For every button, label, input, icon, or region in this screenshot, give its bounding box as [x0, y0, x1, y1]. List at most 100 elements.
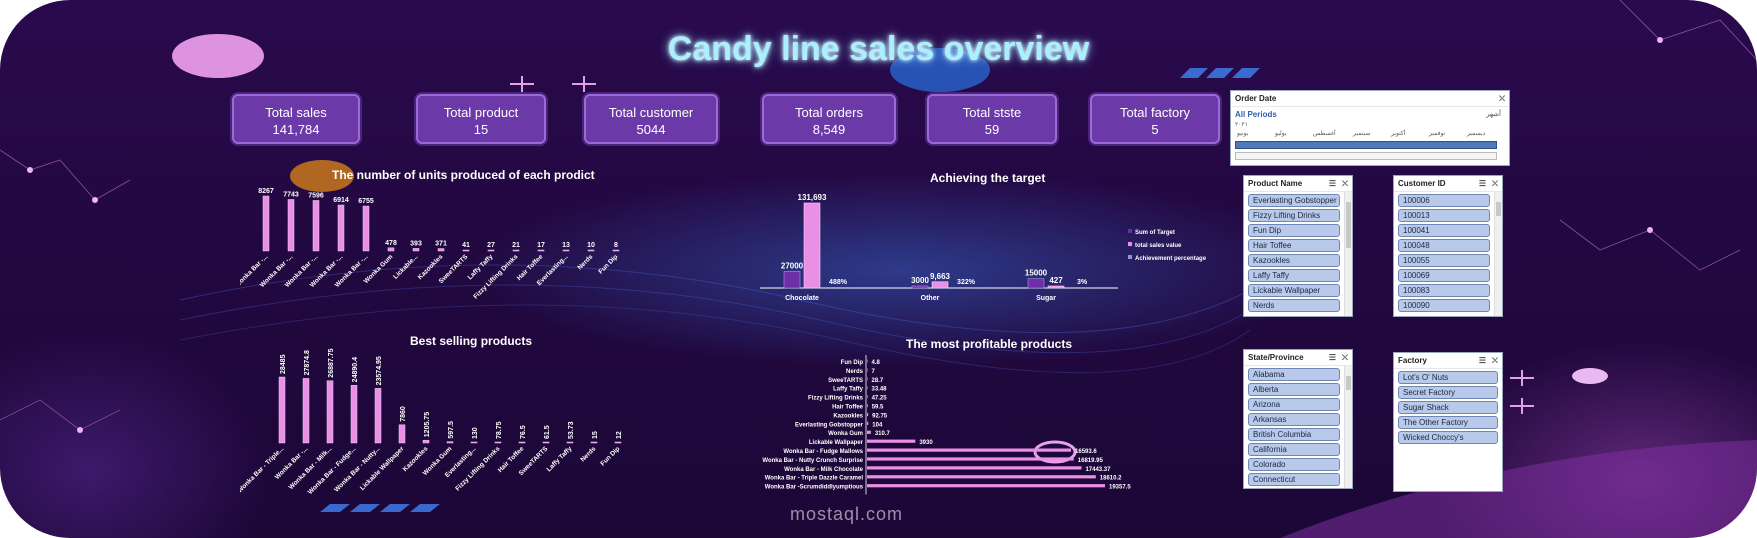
slicer-scrollbar[interactable] [1344, 192, 1352, 316]
customer-id-slicer[interactable]: Customer ID ☰ ⛌ 100006 100013 100041 100048… [1393, 175, 1503, 317]
slicer-item[interactable]: California [1248, 443, 1340, 456]
slicer-item[interactable]: Arkansas [1248, 413, 1340, 426]
data-label: 92.75 [872, 413, 888, 419]
slicer-item[interactable]: Connecticut [1248, 473, 1340, 486]
data-label: 24890.4 [352, 357, 359, 382]
slicer-item[interactable]: Sugar Shack [1398, 401, 1498, 414]
bar [374, 388, 382, 444]
slicer-item[interactable]: Colorado [1248, 458, 1340, 471]
slicer-header: Customer ID ☰ ⛌ [1394, 176, 1502, 192]
target-bar [1027, 278, 1045, 289]
factory-slicer[interactable]: Factory ☰ ⛌ Lot's O' Nuts Secret Factory S… [1393, 352, 1503, 492]
legend-swatch [1128, 229, 1132, 233]
timeline-month[interactable]: ديسمبر [1467, 131, 1486, 137]
timeline-month[interactable]: نوفمبر [1429, 131, 1446, 137]
kpi-label: Total customer [608, 105, 694, 120]
slicer-item[interactable]: 100083 [1398, 284, 1490, 297]
state-province-slicer[interactable]: State/Province ☰ ⛌ Alabama Alberta Arizona… [1243, 349, 1353, 489]
data-label: 1205.75 [424, 412, 431, 437]
legend-label: Sum of Target [1135, 230, 1175, 236]
kpi-value: 141,784 [272, 122, 320, 137]
multi-select-icon[interactable]: ☰ [1328, 179, 1336, 188]
timeline-selection-bar[interactable] [1235, 141, 1497, 149]
data-label: 4.8 [872, 360, 881, 366]
slicer-item[interactable]: British Columbia [1248, 428, 1340, 441]
product-name-slicer[interactable]: Product Name ☰ ⛌ Everlasting Gobstopper F… [1243, 175, 1353, 317]
multi-select-icon[interactable]: ☰ [1328, 353, 1336, 362]
bar [312, 200, 320, 252]
slicer-item[interactable]: Secret Factory [1398, 386, 1498, 399]
category-label: Everlasting... [444, 445, 478, 479]
data-label: 21 [512, 242, 520, 249]
dashboard-title: Candy line sales overview [667, 30, 1090, 68]
timeline-month[interactable]: أغسطس [1313, 131, 1336, 137]
slicer-item[interactable]: 100069 [1398, 269, 1490, 282]
category-label: Lickable... [392, 253, 419, 280]
timeline-scrollbar[interactable] [1235, 152, 1497, 160]
slicer-item[interactable]: 100041 [1398, 224, 1490, 237]
timeline-month[interactable]: يوليو [1275, 131, 1287, 137]
clear-filter-icon[interactable]: ⛌ [1492, 356, 1498, 365]
order-date-timeline[interactable]: Order Date ⛌ All Periods أشهر ٢٠٢١ يونيو… [1230, 90, 1510, 166]
slicer-scrollbar[interactable] [1494, 192, 1502, 316]
slicer-item[interactable]: 100013 [1398, 209, 1490, 222]
slicer-header: Order Date ⛌ [1231, 91, 1509, 107]
bar [398, 424, 406, 444]
category-label: Fun Dip [841, 360, 864, 366]
slicer-item[interactable]: Lot's O' Nuts [1398, 371, 1498, 384]
slicer-item[interactable]: Fun Dip [1248, 224, 1340, 237]
bar [867, 439, 916, 443]
multi-select-icon[interactable]: ☰ [1478, 356, 1486, 365]
slicer-item[interactable]: Arizona [1248, 398, 1340, 411]
bar [326, 380, 334, 444]
category-label: Hair Toffee [832, 405, 864, 411]
category-label: Lickable Wallpaper [359, 445, 406, 492]
clear-filter-icon[interactable]: ⛌ [1342, 353, 1348, 362]
clear-filter-icon[interactable]: ⛌ [1499, 94, 1505, 103]
slicer-item[interactable]: Nerds [1248, 299, 1340, 312]
bar [487, 249, 495, 252]
slicer-item[interactable]: Laffy Taffy [1248, 269, 1340, 282]
slicer-item[interactable]: Lickable Wallpaper [1248, 284, 1340, 297]
chart-title-units-produced: The number of units produced of each pro… [332, 168, 595, 182]
slicer-item[interactable]: Wicked Choccy's [1398, 431, 1498, 444]
slicer-scrollbar[interactable] [1344, 366, 1352, 488]
data-label: 59.5 [872, 405, 884, 411]
slicer-item[interactable]: 100055 [1398, 254, 1490, 267]
slicer-item[interactable]: Everlasting Gobstopper [1248, 194, 1340, 207]
bar [867, 386, 868, 390]
kpi-value: 15 [473, 122, 489, 137]
data-label: 7596 [308, 192, 324, 199]
target-label: 15000 [1025, 269, 1048, 278]
timeline-month[interactable]: سبتمبر [1353, 131, 1371, 137]
category-label: Laffy Taffy [467, 253, 495, 281]
clear-filter-icon[interactable]: ⛌ [1342, 179, 1348, 188]
slicer-item[interactable]: 100048 [1398, 239, 1490, 252]
slicer-item[interactable]: Kazookles [1248, 254, 1340, 267]
timeline-month[interactable]: يونيو [1237, 131, 1249, 137]
category-label: Wonka Bar - Milk Chocolate [784, 467, 864, 473]
slicer-item[interactable]: Alabama [1248, 368, 1340, 381]
multi-select-icon[interactable]: ☰ [1478, 179, 1486, 188]
time-level-selector[interactable]: أشهر [1486, 111, 1501, 118]
slicer-title: Factory [1398, 356, 1427, 365]
category-label: Laffy Taffy [833, 387, 864, 393]
timeline-month[interactable]: أكتوبر [1391, 131, 1406, 137]
bar [542, 441, 550, 444]
category-label: Wonka Bar -... [259, 253, 295, 289]
slicer-item[interactable]: The Other Factory [1398, 416, 1498, 429]
category-label: SweeTARTS [438, 253, 470, 285]
clear-filter-icon[interactable]: ⛌ [1492, 179, 1498, 188]
slicer-item[interactable]: Hair Toffee [1248, 239, 1340, 252]
bar [518, 441, 526, 444]
data-label: 104 [872, 422, 883, 428]
data-label: 7 [872, 369, 876, 375]
slicer-header: Product Name ☰ ⛌ [1244, 176, 1352, 192]
category-label: Wonka Bar - Nutty Crunch Surprise [762, 458, 863, 464]
slicer-item[interactable]: Alberta [1248, 383, 1340, 396]
slicer-item[interactable]: 100006 [1398, 194, 1490, 207]
watermark-text: mostaql.com [790, 504, 904, 524]
category-label: Everlasting Gobstopper [795, 422, 864, 428]
slicer-item[interactable]: 100090 [1398, 299, 1490, 312]
slicer-item[interactable]: Fizzy Lifting Drinks [1248, 209, 1340, 222]
